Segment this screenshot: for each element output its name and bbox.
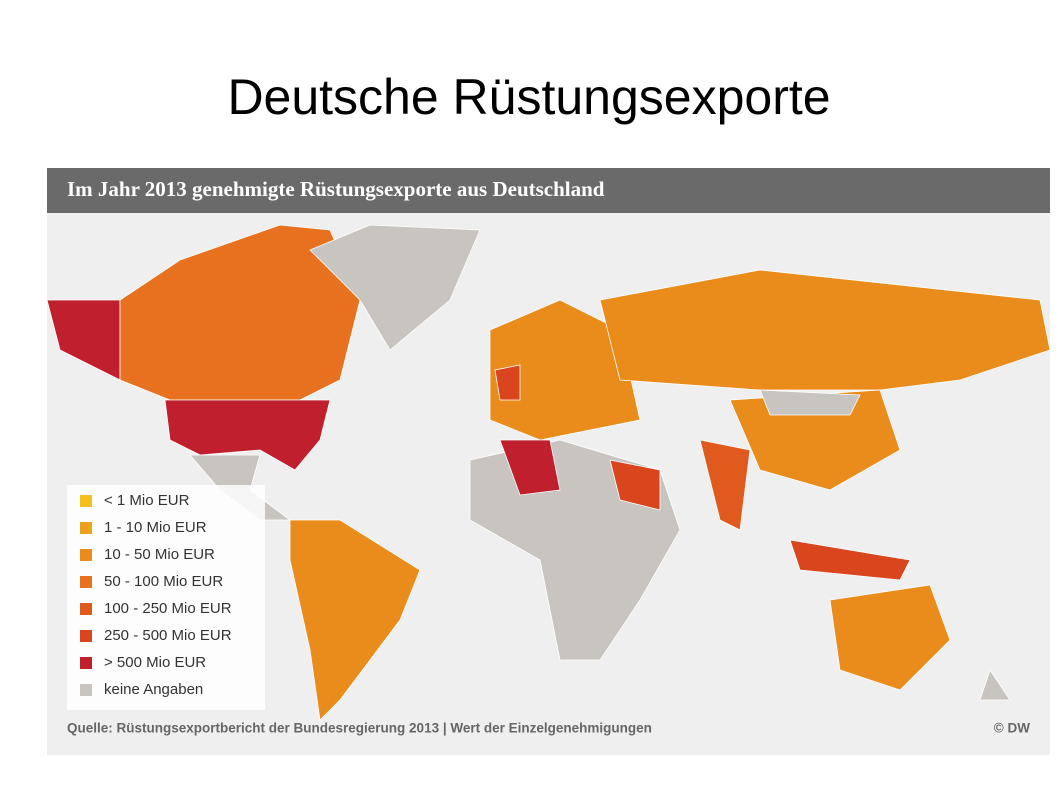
legend-swatch: [80, 576, 92, 588]
legend-label: > 500 Mio EUR: [104, 654, 206, 671]
source: Quelle: Rüstungsexportbericht der Bundes…: [67, 721, 652, 736]
legend-label: 1 - 10 Mio EUR: [104, 519, 207, 536]
legend-box: [67, 485, 265, 710]
legend-label: 250 - 500 Mio EUR: [104, 627, 232, 644]
legend-label: 10 - 50 Mio EUR: [104, 546, 215, 563]
header-bar: [47, 168, 1050, 213]
slide-title: Deutsche Rüstungsexporte: [227, 69, 831, 125]
legend-swatch: [80, 549, 92, 561]
legend-swatch: [80, 684, 92, 696]
continents: [46, 224, 1051, 721]
legend-swatch: [80, 522, 92, 534]
map-header: Im Jahr 2013 genehmigte Rüstungsexporte …: [67, 177, 605, 201]
legend-swatch: [80, 657, 92, 669]
legend-swatch: [80, 630, 92, 642]
legend-swatch: [80, 603, 92, 615]
credit: © DW: [994, 721, 1030, 736]
legend-swatch: [80, 495, 92, 507]
legend: < 1 Mio EUR 1 - 10 Mio EUR 10 - 50 Mio EUR…: [80, 492, 232, 698]
legend-label: 100 - 250 Mio EUR: [104, 600, 232, 617]
legend-label: keine Angaben: [104, 681, 203, 698]
legend-label: 50 - 100 Mio EUR: [104, 573, 223, 590]
legend-label: < 1 Mio EUR: [104, 492, 190, 509]
